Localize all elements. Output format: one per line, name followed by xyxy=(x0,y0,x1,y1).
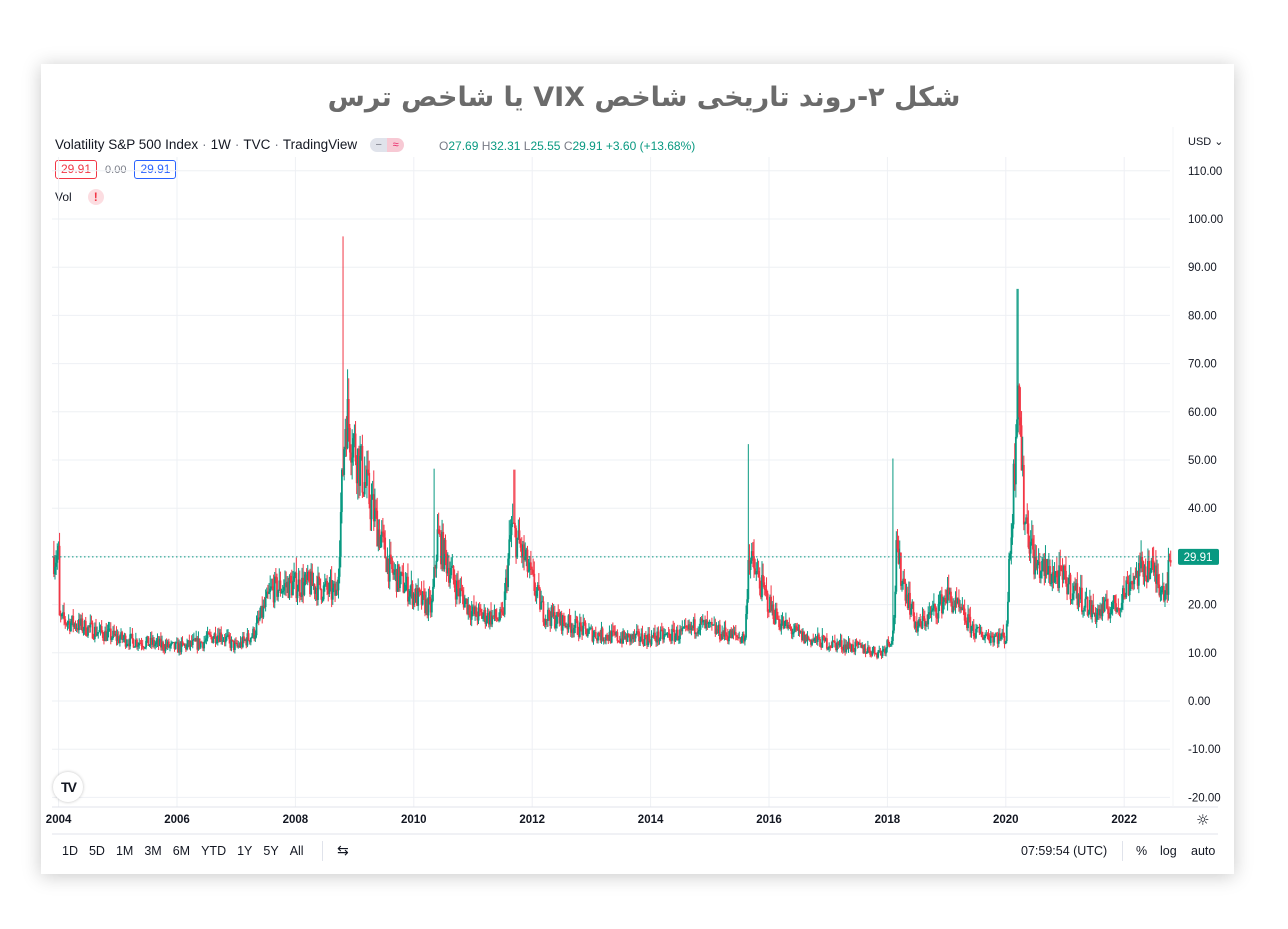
settings-gear-icon[interactable]: ☼ xyxy=(1196,811,1210,829)
range-1y[interactable]: 1Y xyxy=(237,844,253,858)
svg-text:-20.00: -20.00 xyxy=(1188,792,1221,804)
range-buttons: 1D 5D 1M 3M 6M YTD 1Y 5Y All xyxy=(62,844,315,858)
svg-text:2022: 2022 xyxy=(1111,814,1137,826)
candles xyxy=(52,236,1172,660)
minus-icon[interactable]: − xyxy=(370,137,388,152)
svg-text:2004: 2004 xyxy=(46,814,72,826)
svg-text:2020: 2020 xyxy=(993,814,1019,826)
volume-legend[interactable]: Vol ! xyxy=(55,189,104,205)
grid-lines xyxy=(52,127,1218,835)
range-1m[interactable]: 1M xyxy=(115,844,134,858)
svg-text:-10.00: -10.00 xyxy=(1188,744,1221,756)
svg-text:50.00: 50.00 xyxy=(1188,455,1217,467)
time-axis[interactable]: 2004 2006 2008 2010 2012 2014 2016 2018 2020 2022 xyxy=(46,814,1137,826)
price-axis[interactable]: 110.00 100.00 90.00 80.00 70.00 60.00 50.00 40.… xyxy=(1178,166,1223,805)
svg-text:110.00: 110.00 xyxy=(1188,166,1222,178)
svg-text:2018: 2018 xyxy=(875,814,901,826)
svg-text:20.00: 20.00 xyxy=(1188,600,1217,612)
svg-text:2016: 2016 xyxy=(756,814,782,826)
svg-text:2012: 2012 xyxy=(519,814,545,826)
log-toggle[interactable]: log xyxy=(1160,844,1177,858)
svg-text:2006: 2006 xyxy=(164,814,190,826)
range-1d[interactable]: 1D xyxy=(62,844,78,858)
currency-selector[interactable]: USD ⌄ xyxy=(1188,136,1224,148)
svg-text:40.00: 40.00 xyxy=(1188,503,1217,515)
chevron-down-icon: ⌄ xyxy=(1214,136,1224,148)
range-ytd[interactable]: YTD xyxy=(201,844,227,858)
bottom-toolbar: 1D 5D 1M 3M 6M YTD 1Y 5Y All ⇆ 07:59:54 (UTC) % … xyxy=(41,836,1234,866)
exchange: TVC xyxy=(243,137,271,152)
svg-text:10.00: 10.00 xyxy=(1188,648,1217,660)
svg-text:60.00: 60.00 xyxy=(1188,407,1217,419)
auto-toggle[interactable]: auto xyxy=(1191,844,1216,858)
approx-icon[interactable]: ≈ xyxy=(387,137,405,152)
warning-icon[interactable]: ! xyxy=(87,189,104,205)
svg-text:2008: 2008 xyxy=(283,814,309,826)
range-all[interactable]: All xyxy=(289,844,304,858)
ohlc-values: O27.69 H32.31 L25.55 C29.91 +3.60 (+13.6… xyxy=(439,139,696,153)
clock[interactable]: 07:59:54 (UTC) xyxy=(1021,844,1108,858)
legend-toggle[interactable]: − ≈ xyxy=(370,137,405,152)
buy-button[interactable]: 29.91 xyxy=(134,160,177,179)
svg-text:90.00: 90.00 xyxy=(1188,262,1217,274)
chart-card xyxy=(41,64,1234,874)
figure-title: شکل ۲-روند تاریخی شاخص VIX یا شاخص ترس xyxy=(327,82,961,113)
sell-button[interactable]: 29.91 xyxy=(55,160,98,179)
range-6m[interactable]: 6M xyxy=(172,844,191,858)
percent-toggle[interactable]: % xyxy=(1136,844,1148,858)
date-range-icon[interactable]: ⇆ xyxy=(337,843,349,859)
interval[interactable]: 1W xyxy=(210,137,231,152)
trade-values: 29.91 0.00 29.91 xyxy=(55,160,177,179)
range-3m[interactable]: 3M xyxy=(144,844,162,858)
last-price-label: 29.91 xyxy=(1184,552,1213,564)
svg-text:100.00: 100.00 xyxy=(1188,214,1223,226)
svg-text:2010: 2010 xyxy=(401,814,427,826)
svg-text:80.00: 80.00 xyxy=(1188,310,1217,322)
svg-text:2014: 2014 xyxy=(638,814,664,826)
symbol-name[interactable]: Volatility S&P 500 Index xyxy=(55,137,199,152)
tradingview-logo[interactable]: TV xyxy=(53,772,83,802)
range-5d[interactable]: 5D xyxy=(88,844,105,858)
source: TradingView xyxy=(282,137,358,152)
volume-label: Vol xyxy=(55,190,72,204)
change-value: +3.60 (+13.68%) xyxy=(605,139,696,153)
symbol-legend[interactable]: Volatility S&P 500 Index · 1W · TVC · Tr… xyxy=(55,137,405,152)
range-5y[interactable]: 5Y xyxy=(263,844,279,858)
spread-value: 0.00 xyxy=(105,163,127,176)
svg-text:0.00: 0.00 xyxy=(1188,696,1210,708)
svg-text:70.00: 70.00 xyxy=(1188,359,1217,371)
